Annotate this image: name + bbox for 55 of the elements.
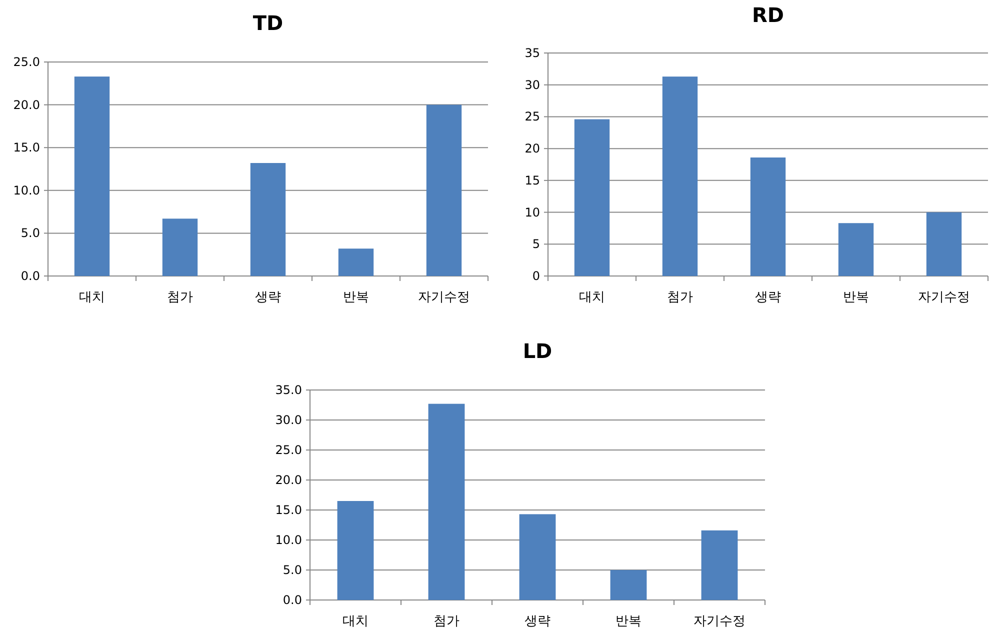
y-tick-label: 20.0 <box>275 473 302 487</box>
chart-title: RD <box>752 3 784 27</box>
y-tick-label: 25.0 <box>13 55 40 69</box>
x-tick-label: 생략 <box>755 290 781 305</box>
x-tick-label: 자기수정 <box>418 290 470 305</box>
chart-title: TD <box>252 11 284 35</box>
bar <box>701 530 738 600</box>
y-tick-label: 20 <box>524 142 540 156</box>
bar <box>662 76 698 276</box>
x-tick-label: 자기수정 <box>918 290 970 305</box>
y-tick-label: 15.0 <box>275 503 302 517</box>
y-tick-label: 35 <box>524 46 540 60</box>
y-tick-label: 20.0 <box>13 98 40 112</box>
x-tick-label: 대치 <box>579 290 605 305</box>
bar <box>250 163 286 276</box>
x-tick-label: 반복 <box>343 290 369 305</box>
bar <box>838 223 874 276</box>
y-tick-label: 5.0 <box>20 226 40 240</box>
y-tick-label: 0.0 <box>282 593 302 607</box>
y-tick-label: 15.0 <box>13 140 40 155</box>
y-tick-label: 30.0 <box>275 413 302 427</box>
bar <box>337 501 374 600</box>
x-tick-label: 생략 <box>524 614 550 629</box>
x-tick-label: 첨가 <box>167 290 193 305</box>
x-tick-label: 대치 <box>79 290 105 305</box>
y-tick-label: 5.0 <box>282 563 302 577</box>
chart-title: LD <box>522 339 552 363</box>
y-tick-label: 30 <box>524 78 540 92</box>
y-tick-label: 25.0 <box>275 443 302 457</box>
bar <box>74 76 110 276</box>
bar <box>610 570 647 600</box>
bar <box>574 119 610 276</box>
x-tick-label: 생략 <box>255 290 281 305</box>
y-tick-label: 0.0 <box>20 269 40 283</box>
y-tick-label: 25 <box>524 110 540 124</box>
x-tick-label: 반복 <box>616 614 642 629</box>
bar <box>519 514 556 600</box>
bar <box>426 104 462 276</box>
bar <box>428 404 465 600</box>
x-tick-label: 첨가 <box>667 290 693 305</box>
x-tick-label: 대치 <box>342 614 368 629</box>
y-tick-label: 10 <box>524 205 540 220</box>
y-tick-label: 5 <box>532 237 540 252</box>
bar <box>926 212 962 276</box>
bar <box>162 218 198 276</box>
x-tick-label: 자기수정 <box>694 614 746 629</box>
y-tick-label: 15 <box>524 173 540 188</box>
bar <box>338 248 374 276</box>
x-tick-label: 첨가 <box>434 614 460 629</box>
y-tick-label: 10.0 <box>13 183 40 198</box>
x-tick-label: 반복 <box>843 290 869 305</box>
y-tick-label: 10.0 <box>275 533 302 547</box>
bar <box>750 157 786 276</box>
y-tick-label: 35.0 <box>275 383 302 397</box>
y-tick-label: 0 <box>532 269 540 283</box>
